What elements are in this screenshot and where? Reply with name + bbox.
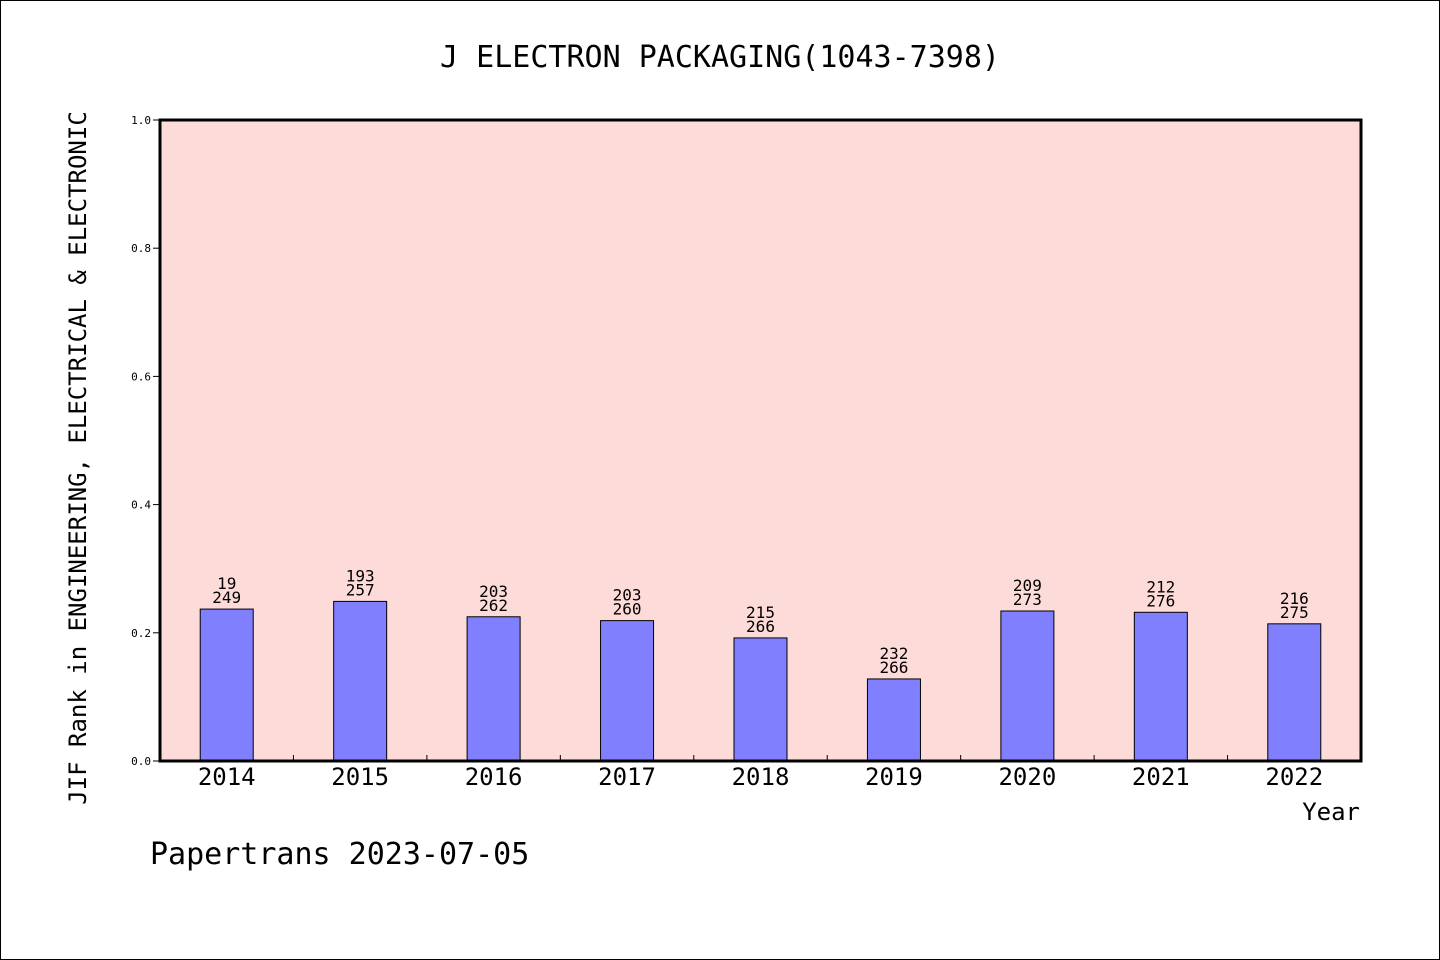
x-axis-label: Year [1302,798,1360,826]
bar-rank-label: 215 [746,603,775,622]
y-tick-label: 0.2 [131,627,151,640]
bar-total-label: 257 [346,580,375,599]
bar-rank-label: 212 [1146,577,1175,596]
bar-rank-label: 203 [613,586,642,605]
y-tick-label: 0.0 [131,755,151,768]
bar-2020 [1000,610,1055,762]
y-tick-label: 1.0 [131,114,151,127]
bar-total-label: 276 [1146,591,1175,610]
x-tick-label: 2014 [198,763,256,791]
bar-2015 [333,600,388,762]
bar-total-label: 266 [746,617,775,636]
chart-title: J ELECTRON PACKAGING(1043-7398) [440,40,1000,75]
y-tick-label: 0.6 [131,370,151,383]
x-tick-label: 2017 [598,763,656,791]
plot-border [158,118,1363,763]
x-tick-label: 2019 [865,763,923,791]
bar-total-label: 273 [1013,590,1042,609]
x-axis: 2014 2015 2016 2017 2018 2019 2020 2021 2022 [198,755,1323,791]
bar-total-label: 260 [613,600,642,619]
bar-rank-label: 209 [1013,576,1042,595]
bar-total-label: 249 [212,588,241,607]
y-tick-label: 0.8 [131,242,151,255]
bar-total-label: 266 [879,658,908,677]
y-axis: 0.0 0.2 0.4 0.6 0.8 1.0 [131,114,160,768]
x-tick-label: 2021 [1132,763,1190,791]
bar-total-label: 262 [479,596,508,615]
bar-rank-label: 216 [1280,589,1309,608]
bar-rank-label: 203 [479,582,508,601]
bar-rank-label: 19 [217,574,236,593]
bar-series [199,600,1322,762]
bar-2017 [600,620,655,762]
bar-rank-label: 232 [879,644,908,663]
footer-credit: Papertrans 2023-07-05 [150,837,529,872]
bar-2016 [466,616,521,762]
x-tick-label: 2022 [1265,763,1323,791]
bar-2021 [1133,611,1188,762]
y-tick-label: 0.4 [131,499,151,512]
x-tick-label: 2016 [465,763,523,791]
y-axis-label: JIF Rank in ENGINEERING, ELECTRICAL & EL… [64,111,92,805]
bar-2022 [1267,623,1322,762]
bar-rank-label: 193 [346,566,375,585]
x-tick-label: 2015 [331,763,389,791]
x-tick-label: 2020 [998,763,1056,791]
bar-2019 [866,678,921,762]
bar-total-label: 275 [1280,603,1309,622]
x-tick-label: 2018 [732,763,790,791]
bar-2014 [199,608,254,762]
bar-2018 [733,637,788,762]
